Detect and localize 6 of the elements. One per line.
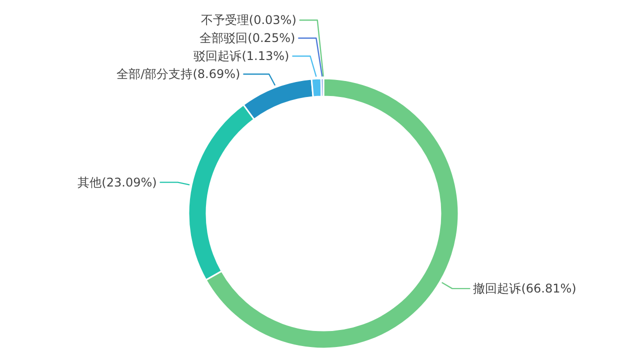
slice-label: 驳回起诉(1.13%): [194, 49, 290, 64]
slice-label: 全部驳回(0.25%): [200, 31, 296, 46]
slice-label: 其他(23.09%): [78, 175, 157, 190]
slice-label: 全部/部分支持(8.69%): [116, 67, 240, 82]
slice-label: 不予受理(0.03%): [200, 13, 296, 28]
slice-label: 撤回起诉(66.81%): [473, 282, 576, 296]
